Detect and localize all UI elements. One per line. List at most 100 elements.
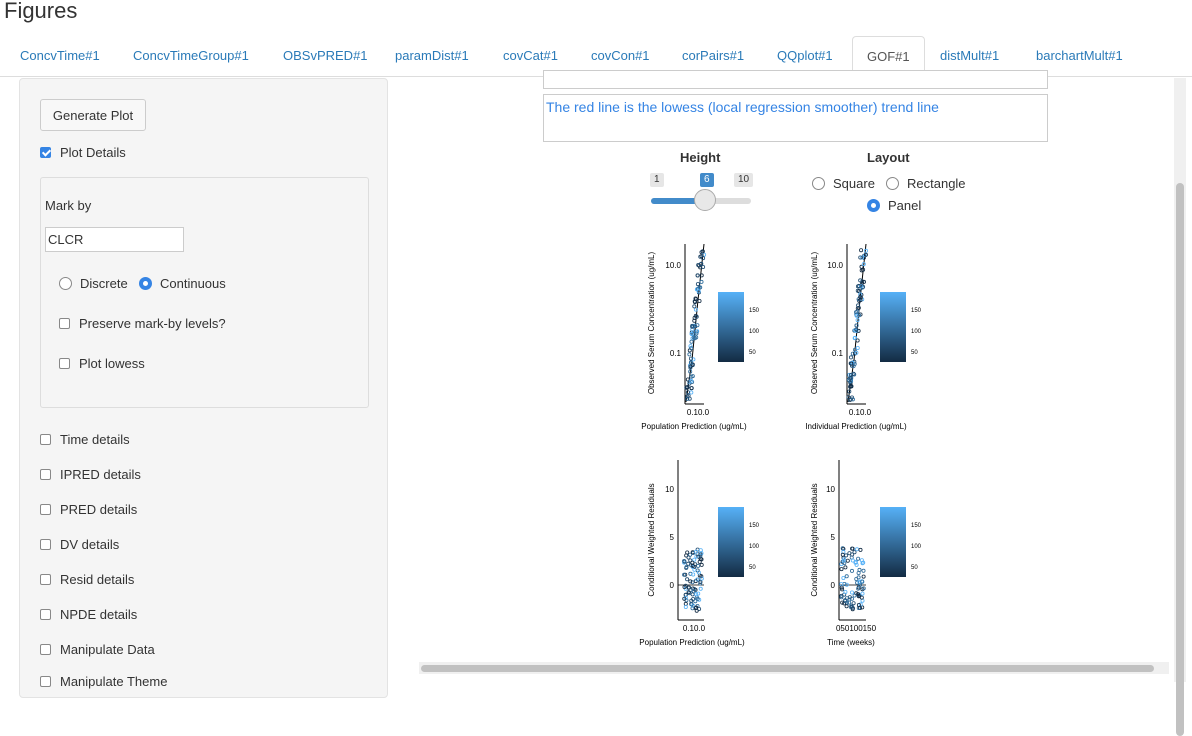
- tab-param-dist[interactable]: paramDist#1: [395, 48, 469, 63]
- panel-radio[interactable]: [867, 198, 880, 212]
- plot-lowess-row[interactable]: Plot lowess: [59, 354, 145, 372]
- scatter-point: [844, 582, 849, 587]
- resid-details-checkbox[interactable]: [40, 573, 51, 585]
- scatter-point: [692, 318, 697, 323]
- horizontal-scroll-thumb[interactable]: [421, 665, 1154, 672]
- scatter-point: [682, 572, 687, 577]
- tab-barchart-mult[interactable]: barchartMult#1: [1036, 48, 1123, 63]
- panel3-xlabel: Population Prediction (ug/mL): [639, 638, 745, 647]
- panel4-legend-tick-1: 150: [911, 523, 922, 529]
- panel3-colorbar: [718, 507, 744, 577]
- scatter-point: [682, 559, 687, 564]
- scatter-point: [863, 252, 868, 257]
- scatter-point: [856, 594, 861, 599]
- title-textarea[interactable]: [543, 70, 1048, 89]
- scatter-point: [694, 605, 699, 610]
- scatter-point: [688, 558, 693, 563]
- scatter-point: [688, 579, 693, 584]
- continuous-radio-row[interactable]: Continuous: [139, 274, 226, 292]
- scatter-point: [851, 601, 856, 606]
- vertical-scroll-thumb[interactable]: [1176, 183, 1184, 736]
- scatter-point: [693, 296, 698, 301]
- dv-details-checkbox[interactable]: [40, 538, 51, 550]
- manipulate-theme-checkbox[interactable]: [40, 675, 51, 687]
- vertical-scrollbar[interactable]: [1174, 78, 1186, 736]
- tab-cov-con[interactable]: covCon#1: [591, 48, 650, 63]
- scatter-point: [852, 550, 857, 555]
- panel1-legend-tick-3: 50: [749, 350, 756, 356]
- resid-details-row[interactable]: Resid details: [40, 569, 134, 589]
- scatter-point: [699, 576, 704, 581]
- scatter-point: [846, 395, 851, 400]
- plot-lowess-checkbox[interactable]: [59, 357, 70, 369]
- tab-cov-cat[interactable]: covCat#1: [503, 48, 558, 63]
- scatter-point: [689, 339, 694, 344]
- panel1-xticks: 0.10.0: [687, 408, 710, 417]
- dv-details-row[interactable]: DV details: [40, 534, 119, 554]
- manipulate-theme-row[interactable]: Manipulate Theme: [40, 671, 167, 691]
- pred-details-label: PRED details: [60, 501, 138, 517]
- tab-conc-v-time-group[interactable]: ConcvTimeGroup#1: [133, 48, 249, 63]
- horizontal-scrollbar[interactable]: [419, 662, 1169, 674]
- scatter-point: [855, 580, 860, 585]
- discrete-radio-row[interactable]: Discrete: [59, 274, 128, 292]
- scatter-point: [859, 264, 864, 269]
- manipulate-data-row[interactable]: Manipulate Data: [40, 639, 155, 659]
- generate-plot-button[interactable]: Generate Plot: [40, 99, 146, 131]
- scatter-point: [855, 309, 860, 314]
- scatter-point: [682, 596, 687, 601]
- tab-cor-pairs[interactable]: corPairs#1: [682, 48, 745, 63]
- preserve-levels-checkbox[interactable]: [59, 317, 70, 329]
- height-slider-handle[interactable]: [694, 189, 716, 211]
- tab-dist-mult[interactable]: distMult#1: [940, 48, 1000, 63]
- time-details-checkbox[interactable]: [40, 433, 51, 445]
- npde-details-row[interactable]: NPDE details: [40, 604, 137, 624]
- scatter-point: [689, 356, 694, 361]
- plot-details-checkbox[interactable]: [40, 146, 51, 158]
- panel4-ylabel: Conditional Weighted Residuals: [810, 483, 819, 596]
- pred-details-checkbox[interactable]: [40, 503, 51, 515]
- height-max-label: 10: [734, 173, 754, 187]
- sidebar-panel: Generate Plot Plot Details Mark by CLCR …: [19, 78, 388, 698]
- scatter-point: [851, 363, 856, 368]
- dv-details-label: DV details: [60, 536, 120, 552]
- preserve-levels-row[interactable]: Preserve mark-by levels?: [59, 314, 226, 332]
- scatter-point: [692, 304, 697, 309]
- layout-panel-row[interactable]: Panel: [867, 196, 921, 214]
- mark-by-input[interactable]: CLCR: [45, 227, 184, 252]
- time-details-row[interactable]: Time details: [40, 429, 130, 449]
- square-radio[interactable]: [812, 176, 825, 190]
- continuous-radio[interactable]: [139, 276, 152, 290]
- tab-conc-v-time[interactable]: ConcvTime#1: [20, 48, 100, 63]
- pred-details-row[interactable]: PRED details: [40, 499, 137, 519]
- layout-square-row[interactable]: Square: [812, 174, 875, 192]
- discrete-radio[interactable]: [59, 276, 72, 290]
- rectangle-label: Rectangle: [907, 175, 966, 191]
- plot-details-checkbox-row[interactable]: Plot Details: [40, 142, 126, 162]
- manipulate-data-checkbox[interactable]: [40, 643, 51, 655]
- scatter-point: [861, 586, 866, 591]
- scatter-point: [694, 549, 699, 554]
- panel-obs-vs-ipred: Observed Serum Concentration (ug/mL) 10.…: [805, 243, 922, 431]
- scatter-point: [854, 350, 859, 355]
- rectangle-radio[interactable]: [886, 176, 899, 190]
- panel4-xticks: 050100150: [836, 624, 877, 633]
- scatter-point: [697, 299, 702, 304]
- layout-rectangle-row[interactable]: Rectangle: [886, 174, 966, 192]
- npde-details-checkbox[interactable]: [40, 608, 51, 620]
- scatter-point: [856, 556, 861, 561]
- scatter-point: [859, 558, 864, 563]
- caption-textarea[interactable]: The red line is the lowess (local regres…: [543, 94, 1048, 142]
- scatter-point: [844, 604, 849, 609]
- scatter-point: [843, 589, 848, 594]
- tab-obs-v-pred[interactable]: OBSvPRED#1: [283, 48, 368, 63]
- scatter-point: [848, 372, 853, 377]
- scatter-point: [698, 581, 703, 586]
- ipred-details-row[interactable]: IPRED details: [40, 464, 141, 484]
- scatter-point: [698, 553, 703, 558]
- scatter-point: [847, 389, 852, 394]
- ipred-details-checkbox[interactable]: [40, 468, 51, 480]
- scatter-point: [699, 279, 704, 284]
- scatter-point: [698, 586, 703, 591]
- tab-qq-plot[interactable]: QQplot#1: [777, 48, 833, 63]
